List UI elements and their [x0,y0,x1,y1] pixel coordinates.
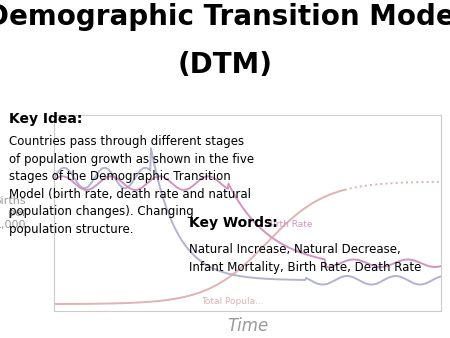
Text: Countries pass through different stages
of population growth as shown in the fiv: Countries pass through different stages … [9,135,254,236]
Text: Key Words:: Key Words: [189,216,278,230]
Text: Demographic Transition Model: Demographic Transition Model [0,3,450,31]
Text: Natural Increase, Natural Decrease,
Infant Mortality, Birth Rate, Death Rate: Natural Increase, Natural Decrease, Infa… [189,243,421,274]
X-axis label: Time: Time [227,316,268,335]
Text: Total Popula...: Total Popula... [201,297,264,306]
Text: Key Idea:: Key Idea: [9,112,82,125]
Y-axis label: Births
per
1,000: Births per 1,000 [0,196,26,230]
Text: Birth Rate: Birth Rate [267,220,312,229]
Text: (DTM): (DTM) [177,51,273,79]
